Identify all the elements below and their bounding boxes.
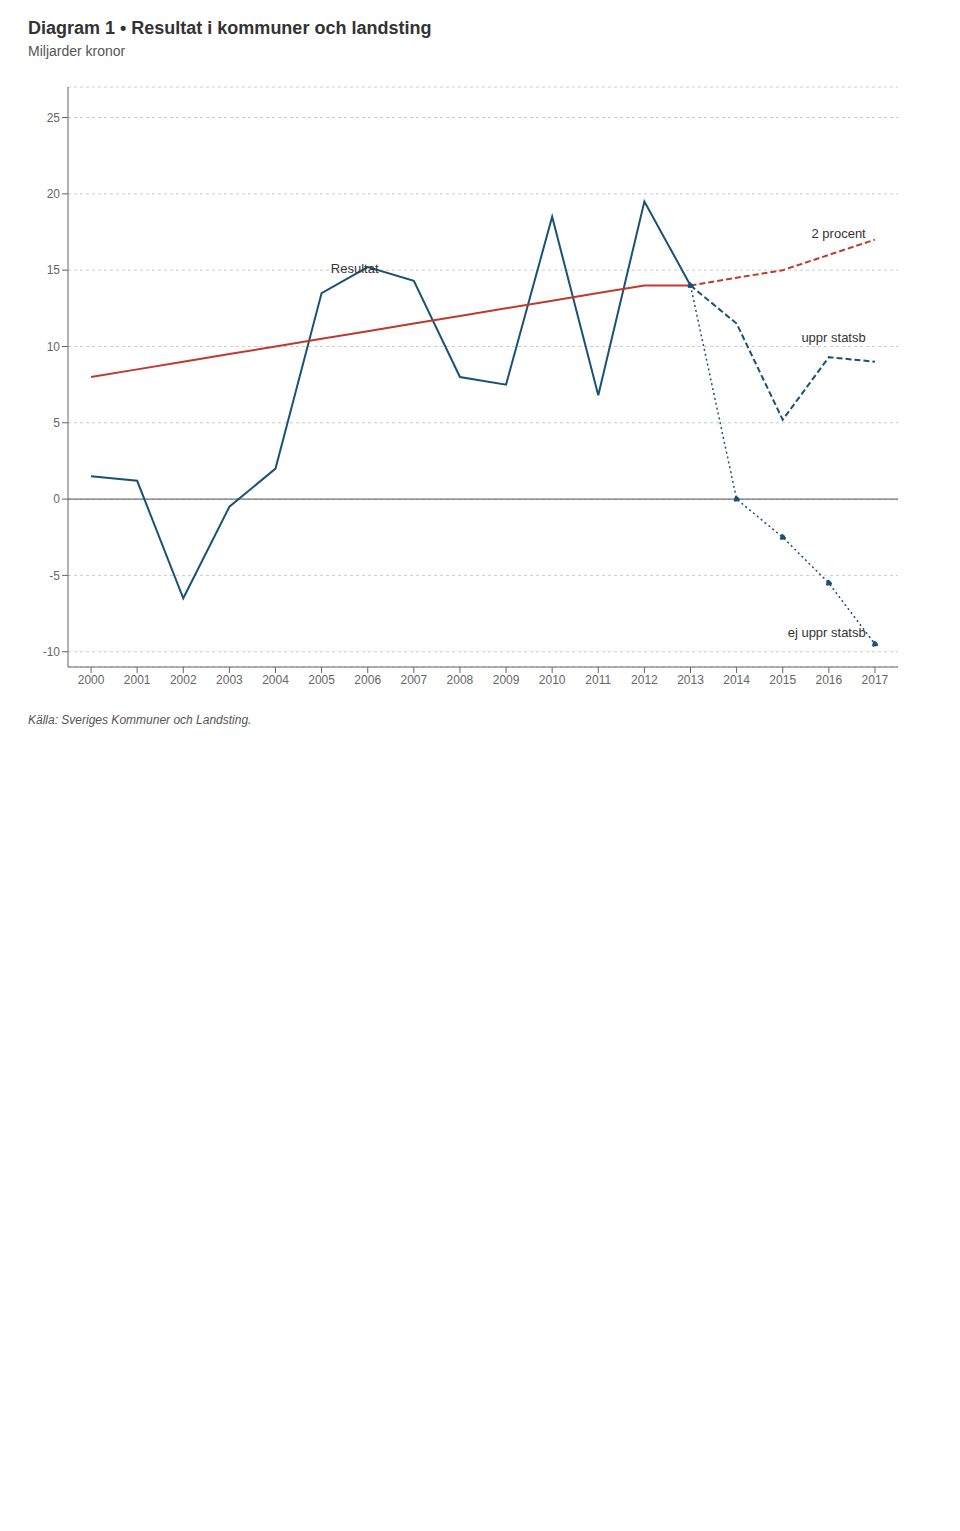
svg-text:2012: 2012 (631, 673, 658, 687)
html-text:Diagram 1 • Resultat i kommune: Diagram 1 • Resultat i kommuner och land… (28, 18, 432, 38)
svg-text:-10: -10 (43, 645, 61, 659)
svg-text:2013: 2013 (677, 673, 704, 687)
svg-text:2000: 2000 (78, 673, 105, 687)
html-text:Källa: Sveriges Kommuner och L: Källa: Sveriges Kommuner och Landsting. (28, 713, 252, 727)
svg-text:2015: 2015 (769, 673, 796, 687)
svg-text:Resultat: Resultat (331, 261, 379, 276)
svg-text:20: 20 (47, 187, 61, 201)
svg-text:2011: 2011 (585, 673, 611, 687)
svg-text:5: 5 (53, 416, 60, 430)
svg-text:2016: 2016 (815, 673, 842, 687)
svg-text:2001: 2001 (124, 673, 151, 687)
svg-text:2008: 2008 (447, 673, 474, 687)
svg-text:2003: 2003 (216, 673, 243, 687)
svg-text:25: 25 (47, 111, 61, 125)
html-text:Miljarder kronor: Miljarder kronor (28, 43, 126, 59)
svg-text:10: 10 (47, 340, 61, 354)
svg-text:2010: 2010 (539, 673, 566, 687)
svg-text:2006: 2006 (354, 673, 381, 687)
svg-text:ej uppr statsb: ej uppr statsb (788, 625, 866, 640)
svg-text:2007: 2007 (400, 673, 427, 687)
svg-text:0: 0 (53, 492, 60, 506)
svg-text:2 procent: 2 procent (812, 226, 867, 241)
svg-text:2009: 2009 (493, 673, 520, 687)
svg-text:2002: 2002 (170, 673, 197, 687)
svg-text:2017: 2017 (862, 673, 889, 687)
svg-text:15: 15 (47, 263, 61, 277)
svg-text:-5: -5 (49, 569, 60, 583)
svg-text:uppr statsb: uppr statsb (801, 330, 865, 345)
svg-text:2004: 2004 (262, 673, 289, 687)
svg-text:2005: 2005 (308, 673, 335, 687)
svg-text:2014: 2014 (723, 673, 750, 687)
